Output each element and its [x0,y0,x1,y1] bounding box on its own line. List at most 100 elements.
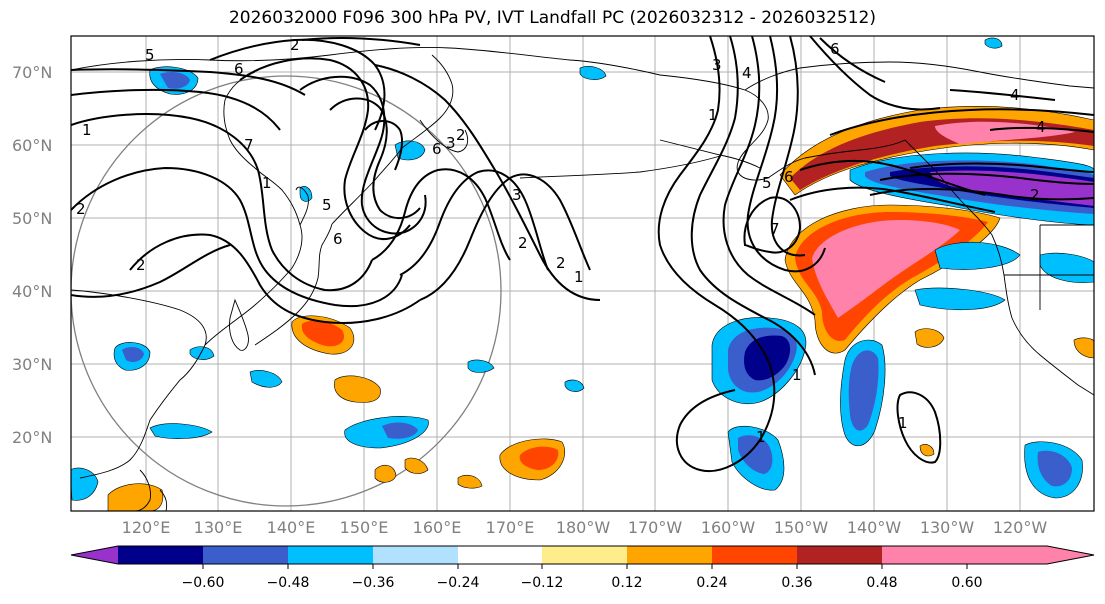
lon-label: 170°E [486,518,535,537]
pv-label: 2 [1030,186,1040,204]
colorbar-swatch [712,546,797,564]
colorbar-tick-label: −0.24 [437,575,480,591]
lon-label: 140°E [267,518,316,537]
lon-label: 160°E [413,518,462,537]
positive-anomaly-small-5 [914,328,945,348]
negative-anomaly-small-9 [299,186,313,202]
pv-label: 2 [290,36,300,54]
negative-anomaly-small-1 [249,370,283,388]
lon-label: 130°W [920,518,975,537]
pv-label: 6 [333,230,343,248]
pv-label: 5 [145,46,155,64]
positive-anomaly-japan-core [301,320,345,347]
colorbar-tick-label: −0.48 [267,575,310,591]
negative-anomaly-small-7 [984,37,1003,49]
lat-label: 60°N [12,136,52,155]
pv-label: 1 [708,106,718,124]
pv-label: 4 [1036,118,1046,136]
pv-label: 3 [446,134,456,152]
positive-anomaly-pacific-2-core [519,446,559,470]
pv-label: 7 [770,220,780,238]
pv-label: 1 [82,121,92,139]
colorbar-tick-label: −0.60 [182,575,225,591]
negative-anomaly-east-core [848,350,879,431]
lon-label: 150°E [340,518,389,537]
negative-anomaly-canada-2 [914,287,1006,311]
pv-label: 1 [756,428,766,446]
negative-anomaly-small-5 [564,379,585,392]
pv-label: 4 [742,64,752,82]
pv-label: 6 [830,40,840,58]
pv-label: 2 [456,126,466,144]
positive-anomaly-small-7 [919,444,935,457]
pv-label: 1 [262,174,272,192]
pv-label: 5 [322,196,332,214]
lon-label: 150°W [774,518,829,537]
lon-label: 120°E [122,518,171,537]
pv-label: 4 [1010,86,1020,104]
pv-label: 2 [556,254,566,272]
colorbar-tick-label: 0.60 [951,575,982,591]
pv-label: 6 [234,60,244,78]
pv-label: 2 [76,200,86,218]
lon-label: 120°W [993,518,1048,537]
colorbar-swatch [458,546,542,564]
lon-label: 130°E [194,518,243,537]
pv-label: 1 [792,366,802,384]
ivt-shading [71,37,1094,511]
colorbar-tick-label: −0.12 [521,575,564,591]
negative-anomaly-far-east-core [1037,450,1072,487]
negative-anomaly-canada [934,241,1021,270]
negative-anomaly-siberia-core [160,72,190,89]
lon-label: 140°W [847,518,902,537]
positive-anomaly-small-1 [374,464,397,483]
colorbar-ticks [202,564,968,569]
negative-anomaly-small-8 [71,467,99,501]
colorbar-swatch [203,546,288,564]
range-circle [71,75,502,507]
colorbar-swatch [373,546,458,564]
colorbar-min-arrow [71,546,118,564]
pv-label: 3 [712,56,722,74]
negative-anomaly-pacific-1-core [382,422,418,439]
negative-anomaly-south-core [738,435,773,474]
pv-label: 1 [574,268,584,286]
positive-anomaly-small-6 [1073,337,1094,359]
positive-anomaly-small-3 [457,474,483,489]
negative-anomaly-small-3 [189,346,215,360]
lat-label: 30°N [12,355,52,374]
pv-label: 6 [784,168,794,186]
colorbar-swatch [542,546,627,564]
lat-label: 20°N [12,428,52,447]
colorbar-max-arrow [882,546,1094,564]
colorbar-swatch [797,546,882,564]
lon-label: 170°W [628,518,683,537]
colorbar-tick-label: −0.36 [352,575,395,591]
negative-anomaly-small-4 [467,359,495,373]
positive-anomaly-plume-max [812,220,960,318]
pv-label: 3 [512,186,522,204]
lat-label: 40°N [12,282,52,301]
positive-anomaly-pacific-1 [334,375,381,403]
colorbar-tick-label: 0.48 [866,575,897,591]
colorbar-swatch [118,546,203,564]
colorbar-outline [70,545,1095,565]
colorbar-tick-label: 0.12 [611,575,642,591]
lon-label: 180°W [556,518,611,537]
pv-label: 7 [244,136,254,154]
colorbar-swatch [288,546,373,564]
pv-label: 5 [762,174,772,192]
pv-label: 1 [898,414,908,432]
negative-anomaly-coast-peak [930,170,1094,206]
pv-label: 2 [136,256,146,274]
pv-label: 6 [432,140,442,158]
colorbar-swatch [627,546,712,564]
colorbar-tick-label: 0.36 [781,575,812,591]
negative-anomaly-small-6 [579,66,607,80]
pv-contours [71,36,1094,473]
lon-label: 160°W [701,518,756,537]
colorbar: −0.60 −0.48 −0.36 −0.24 −0.12 0.12 0.24 … [70,545,1095,591]
negative-anomaly-china-core [122,346,144,362]
lat-label: 70°N [12,63,52,82]
longitude-labels: 120°E 130°E 140°E 150°E 160°E 170°E 180°… [122,518,1048,537]
